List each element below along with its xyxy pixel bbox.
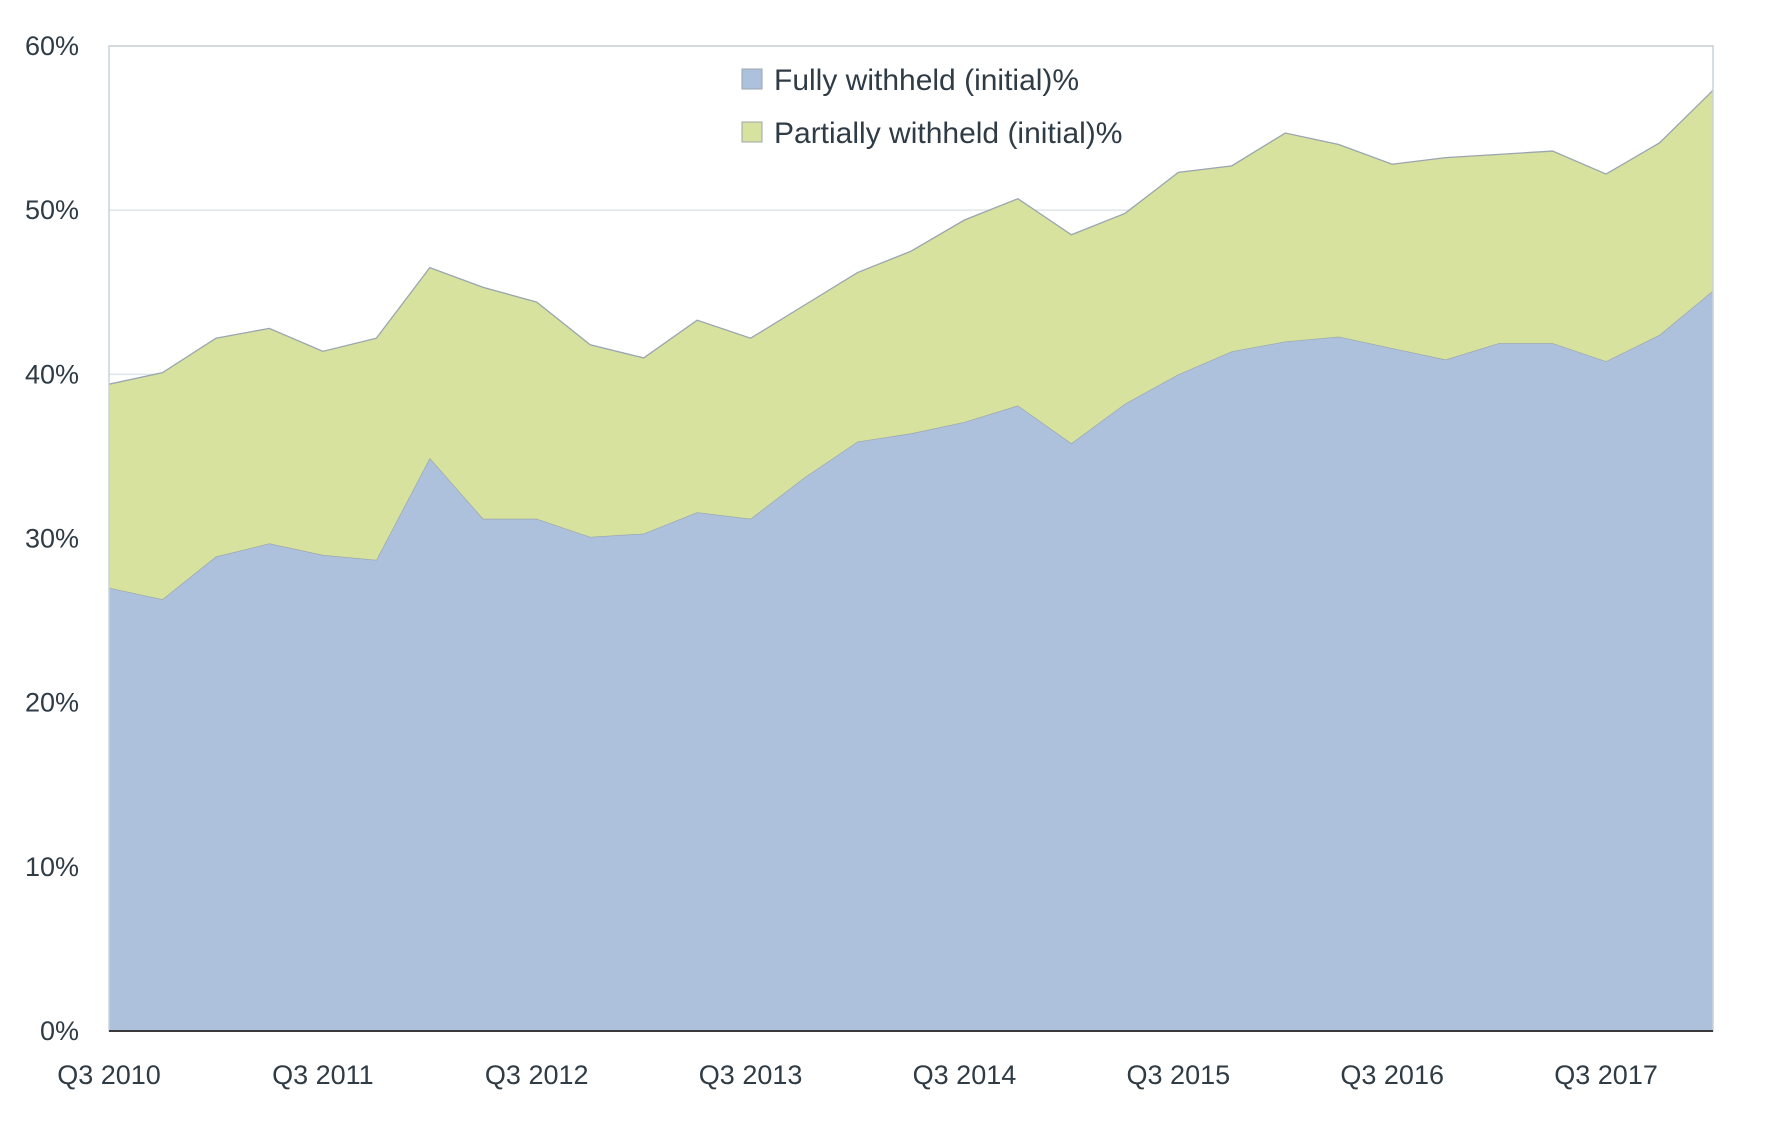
x-axis: Q3 2010 Q3 2011 Q3 2012 Q3 2013 Q3 2014 Q3 20… xyxy=(57,1060,1658,1090)
y-tick-label: 40% xyxy=(25,359,79,389)
y-tick-label: 20% xyxy=(25,688,79,718)
x-tick-label: Q3 2016 xyxy=(1340,1060,1444,1090)
legend-swatch xyxy=(741,121,763,143)
y-tick-label: 30% xyxy=(25,524,79,554)
area-edge-line xyxy=(108,89,1714,385)
legend-label: Fully withheld (initial)% xyxy=(774,64,1079,97)
y-tick-label: 0% xyxy=(40,1016,79,1046)
legend: Fully withheld (initial)% Partially withh… xyxy=(741,64,1122,150)
plot-frame xyxy=(108,45,1714,1032)
area-series xyxy=(108,89,1714,1031)
x-tick-label: Q3 2015 xyxy=(1127,1060,1231,1090)
x-tick-label: Q3 2014 xyxy=(913,1060,1017,1090)
area-partially-withheld xyxy=(109,90,1713,600)
x-tick-label: Q3 2013 xyxy=(699,1060,803,1090)
legend-label: Partially withheld (initial)% xyxy=(774,117,1122,150)
legend-swatch xyxy=(741,68,763,90)
x-tick-label: Q3 2012 xyxy=(485,1060,589,1090)
y-tick-label: 60% xyxy=(25,31,79,61)
y-tick-label: 10% xyxy=(25,852,79,882)
y-axis: 0% 10% 20% 30% 40% 50% 60% xyxy=(25,31,79,1046)
x-tick-label: Q3 2017 xyxy=(1554,1060,1658,1090)
x-tick-label: Q3 2011 xyxy=(272,1060,374,1090)
area-fully-withheld xyxy=(109,290,1713,1031)
x-tick-label: Q3 2010 xyxy=(57,1060,161,1090)
y-tick-label: 50% xyxy=(25,195,79,225)
